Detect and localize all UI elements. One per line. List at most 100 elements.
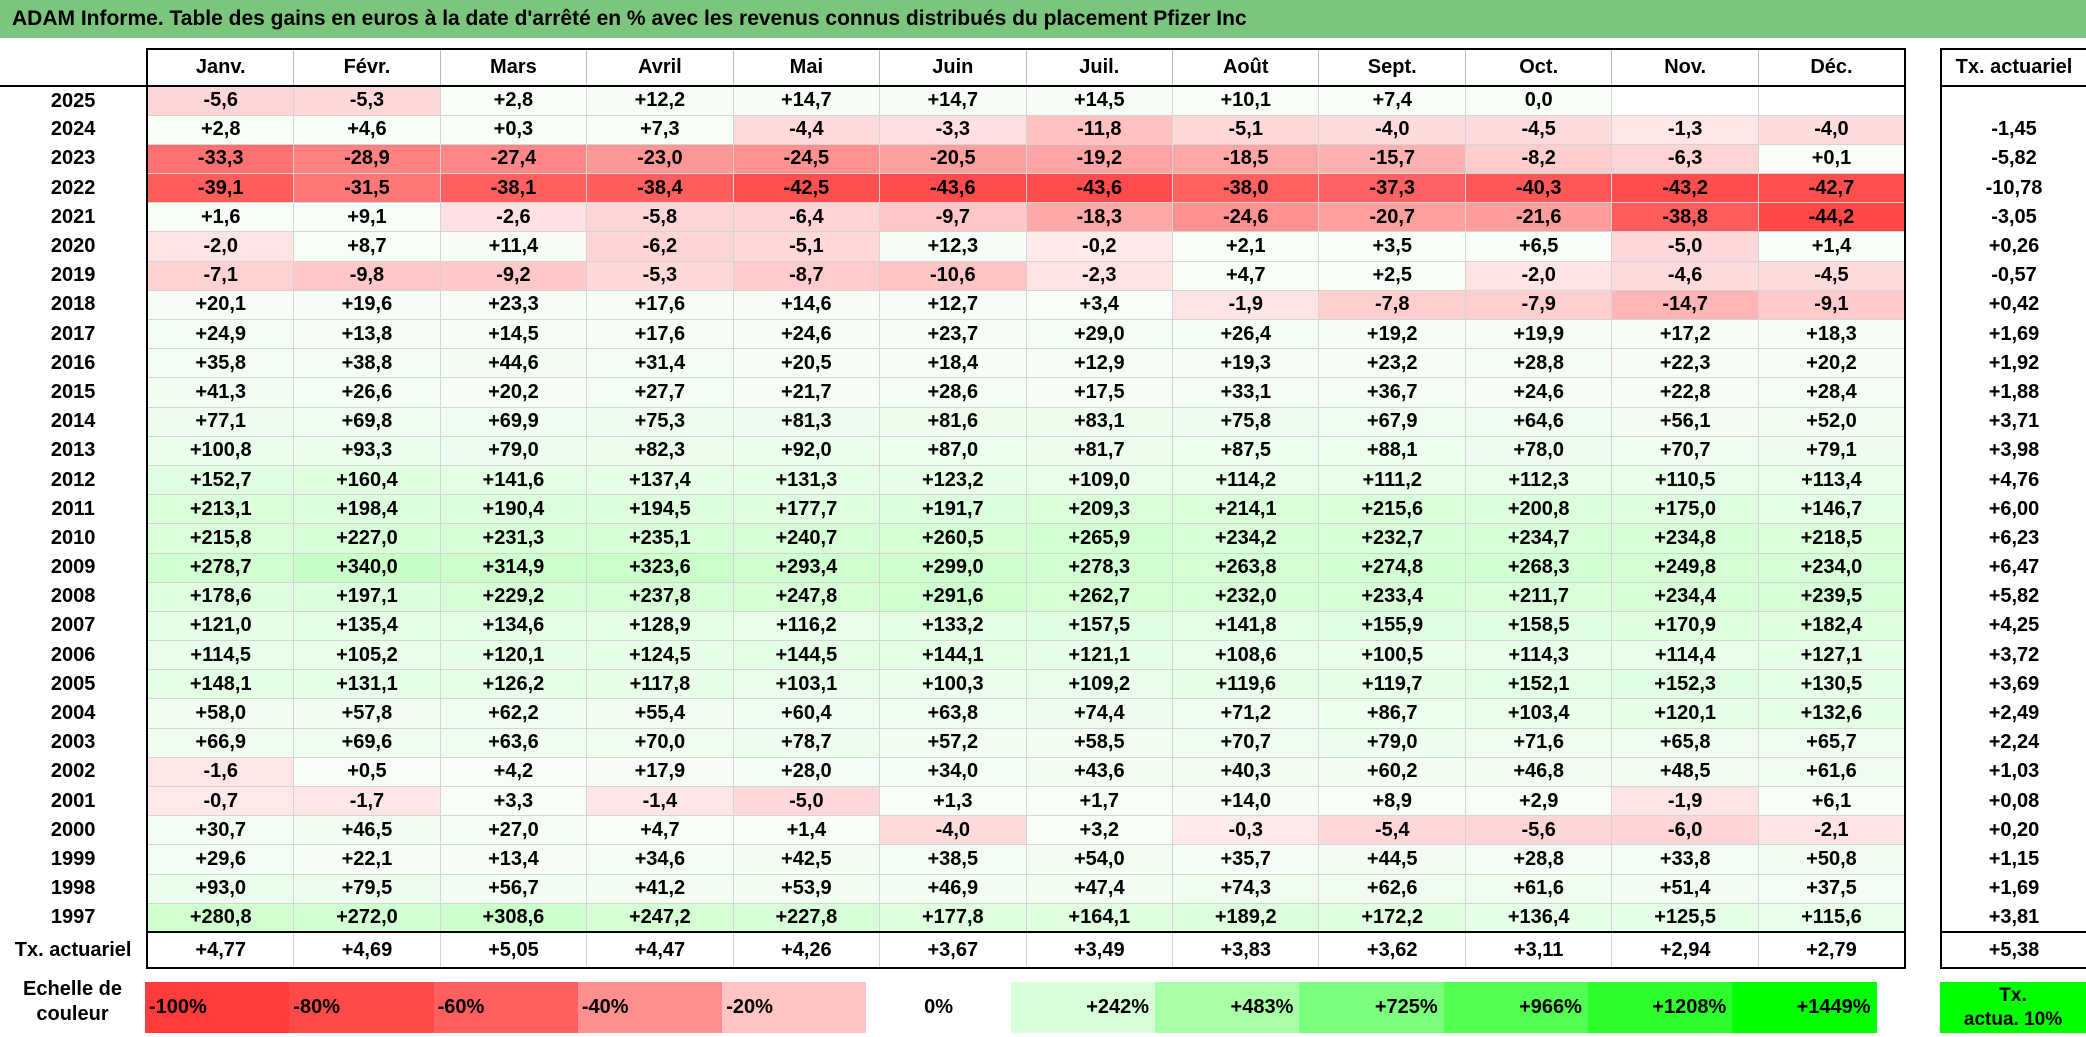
gain-cell: +120,1: [1611, 698, 1759, 729]
actuarial-rate-cell: -3,05: [1940, 202, 2086, 232]
gain-cell: +108,6: [1172, 640, 1320, 671]
year-row: 2022 -39,1 -31,5 -38,1 -38,4 -42,5 -43,6 -43,6-…: [0, 173, 1906, 204]
gain-cell: +126,2: [439, 669, 588, 700]
gain-cell: +268,3: [1464, 552, 1613, 583]
gain-cell: +237,8: [586, 581, 734, 612]
actuarial-rate-cell: +3,72: [1940, 640, 2086, 670]
gain-cell: +33,8: [1611, 844, 1759, 875]
gain-cell: +33,1: [1172, 377, 1320, 408]
gain-cell: +53,9: [732, 873, 881, 904]
gain-cell: +58,5: [1025, 727, 1174, 758]
gain-cell: -2,0: [146, 231, 295, 262]
actuarial-average-cell: +3,67: [879, 931, 1027, 970]
year-label: 2003: [50, 731, 96, 754]
year-label: 1998: [50, 877, 96, 900]
gain-cell: +152,1: [1464, 669, 1613, 700]
gain-cell: -3,3: [879, 114, 1027, 145]
gain-cell: +6,5: [1464, 231, 1613, 262]
year-row: 2011 +213,1 +198,4 +190,4 +194,5 +177,7 +191,7…: [0, 494, 1906, 525]
gain-cell: +141,8: [1172, 610, 1320, 642]
gain-cell: +79,1: [1757, 435, 1906, 466]
gain-cell: +57,8: [293, 698, 441, 729]
gain-cell: +74,4: [1025, 698, 1174, 729]
gain-cell: +280,8: [146, 902, 295, 934]
gain-cell: +262,7: [1025, 581, 1174, 612]
gain-cell: -9,8: [293, 260, 441, 291]
gain-cell: +1,4: [1757, 231, 1906, 262]
gain-cell: +14,5: [439, 318, 588, 350]
actuarial-rate-cell: [1940, 86, 2086, 116]
color-scale-step: +1449%: [1732, 982, 1877, 1033]
year-label: 2018: [50, 293, 96, 316]
year-label: 2019: [50, 264, 96, 287]
year-label: 2013: [50, 439, 96, 462]
year-label: 2005: [50, 672, 96, 695]
gain-cell: +22,8: [1611, 377, 1759, 408]
gain-cell: +57,2: [879, 727, 1027, 758]
gain-cell: +247,8: [732, 581, 881, 612]
color-scale-step: +1208%: [1587, 982, 1733, 1033]
gain-cell: +172,2: [1318, 902, 1466, 934]
gain-cell: +43,6: [1025, 756, 1174, 788]
actuarial-rate-cell: -10,78: [1940, 173, 2086, 203]
gain-cell: +231,3: [439, 523, 588, 554]
report-title: ADAM Informe. Table des gains en euros à…: [0, 0, 2086, 38]
gain-cell: +272,0: [293, 902, 441, 934]
gain-cell: +132,6: [1757, 698, 1906, 729]
year-label: 2025: [50, 89, 96, 112]
actuarial-rate-cell: +0,20: [1940, 815, 2086, 845]
gain-cell: +88,1: [1318, 435, 1466, 466]
actuarial-rate-cell: +1,69: [1940, 319, 2086, 349]
gain-cell: +46,8: [1464, 756, 1613, 788]
year-label: 2008: [50, 585, 96, 608]
gain-cell: +23,7: [879, 318, 1027, 350]
gain-cell: +69,8: [293, 406, 441, 437]
gain-cell: +10,1: [1172, 85, 1320, 116]
year-label: 2020: [50, 235, 96, 258]
gain-cell: +119,6: [1172, 669, 1320, 700]
gain-cell: +74,3: [1172, 873, 1320, 904]
gain-cell: +60,2: [1318, 756, 1466, 788]
gain-cell: +21,7: [732, 377, 881, 408]
year-label: 2022: [50, 176, 96, 199]
gain-cell: +4,7: [1172, 260, 1320, 291]
actuarial-average-cell: +5,05: [439, 931, 588, 970]
gain-cell: +2,5: [1318, 260, 1466, 291]
actuarial-average-cell: +2,79: [1757, 931, 1906, 970]
year-label: 2012: [50, 468, 96, 491]
gain-cell: -8,7: [732, 260, 881, 291]
gain-cell: +119,7: [1318, 669, 1466, 700]
gain-cell: +48,5: [1611, 756, 1759, 788]
gain-cell: +189,2: [1172, 902, 1320, 934]
month-header: Janv.: [146, 48, 294, 87]
year-label: 2007: [50, 614, 96, 637]
color-scale-step: -20%: [722, 982, 867, 1033]
gain-cell: +61,6: [1464, 873, 1613, 904]
year-label: 2017: [50, 322, 96, 345]
gain-cell: +0,5: [293, 756, 441, 788]
gain-cell: +234,4: [1611, 581, 1759, 612]
gain-cell: -7,9: [1464, 289, 1613, 321]
gain-cell: +265,9: [1025, 523, 1174, 554]
gain-cell: +17,5: [1025, 377, 1174, 408]
gain-cell: -10,6: [879, 260, 1027, 291]
actuarial-average-cell: +4,77: [146, 931, 295, 970]
gain-cell: -31,5: [293, 173, 441, 204]
gain-cell: +46,9: [879, 873, 1027, 904]
gain-cell: +30,7: [146, 815, 295, 846]
gain-cell: -1,7: [293, 785, 441, 817]
gain-cell: -4,4: [732, 114, 881, 145]
actuarial-rate-cell: +3,71: [1940, 407, 2086, 437]
gain-cell: +14,6: [732, 289, 881, 321]
year-row: 2021 +1,6 +9,1 -2,6 -5,8 -6,4 -9,7 -18,3 -24,6 -2…: [0, 202, 1906, 233]
actuarial-rate-cell: +1,03: [1940, 757, 2086, 787]
gain-cell: -2,0: [1464, 260, 1613, 291]
gain-cell: +52,0: [1757, 406, 1906, 437]
actuarial-average-label: Tx. actuariel: [14, 938, 132, 961]
gain-cell: +240,7: [732, 523, 881, 554]
year-row: 2000 +30,7 +46,5 +27,0 +4,7 +1,4 -4,0 +3,2 -0,3-…: [0, 815, 1906, 846]
gain-cell: +38,8: [293, 348, 441, 379]
gain-cell: +29,0: [1025, 318, 1174, 350]
gain-cell: +34,0: [879, 756, 1027, 788]
actuarial-average-cell: +4,47: [586, 931, 734, 970]
